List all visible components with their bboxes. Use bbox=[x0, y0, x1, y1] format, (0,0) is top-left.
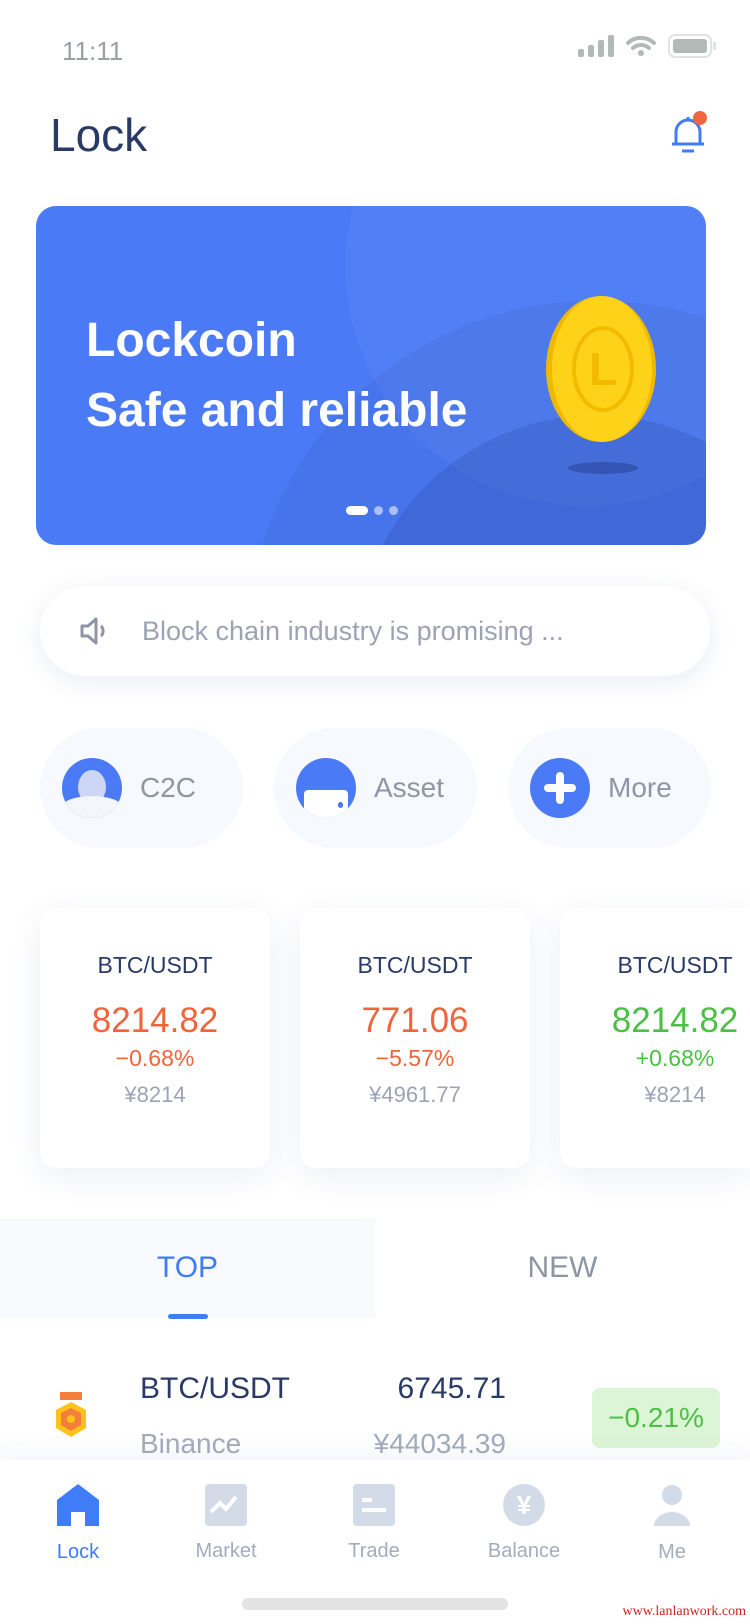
tabbar-balance[interactable]: ¥ Balance bbox=[449, 1484, 599, 1563]
home-icon bbox=[57, 1484, 99, 1526]
tabbar-label: Trade bbox=[348, 1540, 400, 1562]
banner-subtitle: Safe and reliable bbox=[86, 384, 468, 437]
ticker-card[interactable]: BTC/USDT 8214.82 −0.68% ¥8214 bbox=[40, 908, 270, 1168]
tab-bar: Lock Market Trade ¥ Balance Me bbox=[0, 1460, 750, 1624]
ticker-cny: ¥8214 bbox=[644, 1082, 706, 1107]
ticker-pair: BTC/USDT bbox=[617, 952, 733, 978]
carousel-dots[interactable] bbox=[346, 506, 398, 515]
shortcut-label: C2C bbox=[140, 772, 197, 803]
ticker-change: +0.68% bbox=[635, 1045, 715, 1071]
active-tab-indicator bbox=[168, 1314, 208, 1319]
dot bbox=[374, 506, 383, 515]
change-badge[interactable]: −0.21% bbox=[592, 1388, 720, 1448]
ticker-change: −5.57% bbox=[375, 1045, 455, 1071]
shortcut-label: Asset bbox=[374, 772, 445, 803]
speaker-icon bbox=[80, 617, 105, 645]
notification-badge bbox=[693, 111, 707, 125]
list-price: 6745.71 bbox=[397, 1372, 506, 1405]
dot bbox=[346, 506, 368, 515]
shortcut-c2c[interactable]: C2C bbox=[40, 728, 243, 848]
yen-icon: ¥ bbox=[503, 1484, 545, 1526]
tabbar-lock[interactable]: Lock bbox=[3, 1484, 153, 1564]
list-cny: ¥44034.39 bbox=[373, 1428, 506, 1459]
ticker-card[interactable]: BTC/USDT 8214.82 +0.68% ¥8214 bbox=[560, 908, 750, 1168]
notice-bar[interactable]: Block chain industry is promising ... bbox=[40, 586, 710, 676]
trade-icon bbox=[353, 1484, 395, 1526]
tabbar-market[interactable]: Market bbox=[151, 1484, 301, 1563]
tabbar-me[interactable]: Me bbox=[597, 1484, 747, 1564]
ticker-pair: BTC/USDT bbox=[97, 952, 213, 978]
status-time: 11:11 bbox=[62, 36, 124, 66]
page-title: Lock bbox=[50, 109, 148, 161]
ticker-pair: BTC/USDT bbox=[357, 952, 473, 978]
ticker-cny: ¥4961.77 bbox=[369, 1082, 461, 1107]
tabbar-label: Balance bbox=[487, 1540, 561, 1562]
bell-icon[interactable] bbox=[668, 108, 712, 156]
plus-icon bbox=[530, 758, 590, 818]
tab-new[interactable]: NEW bbox=[527, 1251, 598, 1284]
tab-top[interactable]: TOP bbox=[0, 1218, 375, 1318]
list-tabs: TOP NEW bbox=[0, 1218, 750, 1319]
medal-icon bbox=[56, 1392, 86, 1437]
chart-icon bbox=[205, 1484, 247, 1526]
tabbar-label: Me bbox=[658, 1541, 686, 1563]
tabbar-label: Market bbox=[195, 1540, 257, 1562]
ticker-cny: ¥8214 bbox=[124, 1082, 186, 1107]
wallet-icon bbox=[296, 758, 356, 818]
wifi-icon bbox=[626, 35, 656, 56]
signal-icon bbox=[578, 35, 614, 57]
promo-banner[interactable]: Lockcoin Safe and reliable L bbox=[36, 206, 706, 545]
ticker-card[interactable]: BTC/USDT 771.06 −5.57% ¥4961.77 bbox=[300, 908, 530, 1168]
ticker-price: 771.06 bbox=[361, 1001, 469, 1040]
ticker-price: 8214.82 bbox=[91, 1001, 219, 1040]
shortcut-label: More bbox=[608, 772, 672, 803]
tabbar-label: Lock bbox=[56, 1541, 100, 1563]
watermark: www.lanlanwork.com bbox=[622, 1604, 746, 1619]
shortcut-more[interactable]: More bbox=[508, 728, 711, 848]
status-icons bbox=[578, 34, 716, 58]
banner-title: Lockcoin bbox=[86, 314, 297, 367]
list-item[interactable]: BTC/USDT Binance 6745.71 ¥44034.39 −0.21… bbox=[0, 1360, 750, 1460]
dot bbox=[389, 506, 398, 515]
list-pair: BTC/USDT bbox=[140, 1372, 290, 1405]
ticker-change: −0.68% bbox=[115, 1045, 195, 1071]
ticker-price: 8214.82 bbox=[611, 1001, 739, 1040]
list-exchange: Binance bbox=[140, 1428, 242, 1459]
c2c-icon bbox=[62, 758, 122, 818]
coin-icon: L bbox=[546, 296, 656, 442]
user-icon bbox=[654, 1485, 690, 1526]
tabbar-trade[interactable]: Trade bbox=[299, 1484, 449, 1563]
home-indicator bbox=[242, 1598, 508, 1610]
battery-icon bbox=[668, 34, 716, 58]
notice-text: Block chain industry is promising ... bbox=[142, 615, 564, 646]
shortcut-asset[interactable]: Asset bbox=[274, 728, 477, 848]
